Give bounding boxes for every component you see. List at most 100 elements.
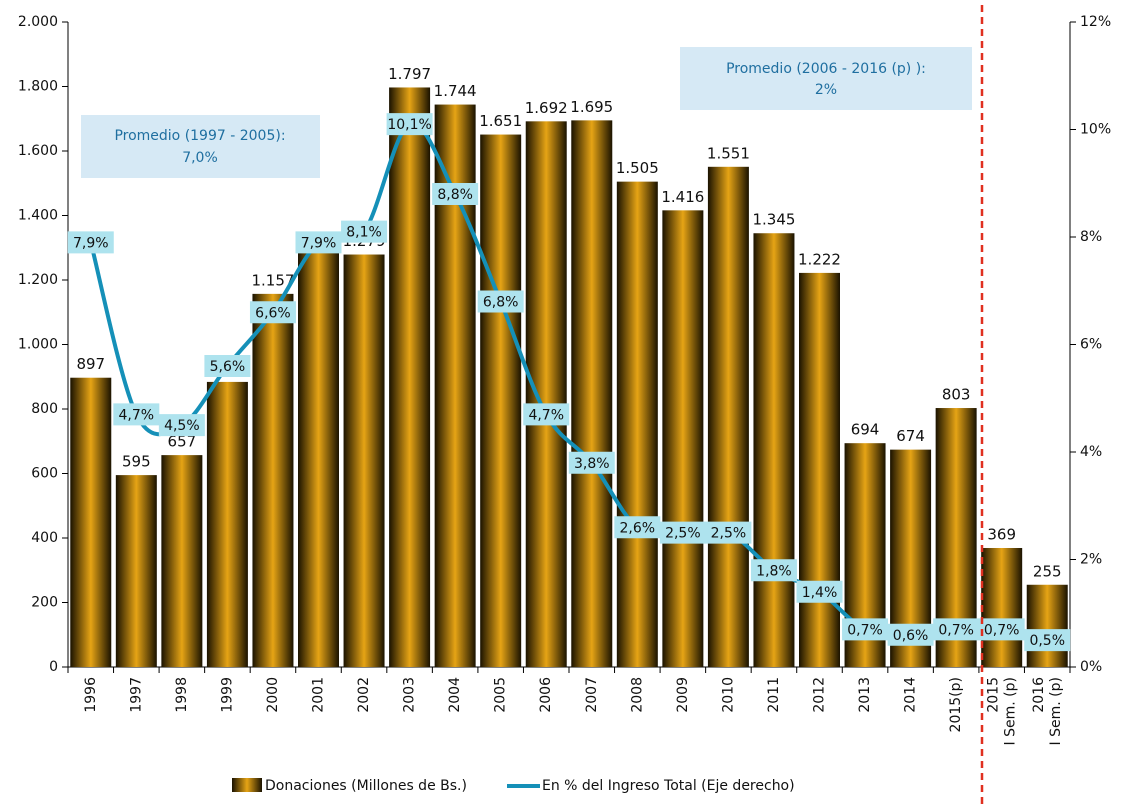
line-value-label: 4,7% [528, 407, 564, 423]
y-tick-label: 1.600 [18, 143, 58, 159]
bar [707, 166, 749, 668]
bar [799, 272, 840, 667]
line-label-box [432, 183, 479, 205]
bar [1026, 584, 1068, 667]
bar-value-label: 255 [1033, 562, 1062, 580]
line-value-label: 8,8% [437, 187, 473, 203]
bar-value-label: 897 [76, 355, 105, 373]
line-value-label: 8,1% [346, 225, 382, 241]
line-label-box [933, 618, 980, 641]
bar-value-label: 657 [168, 433, 197, 451]
y-tick-label: 800 [31, 401, 58, 417]
y-tick-label: 1.800 [18, 79, 58, 95]
line-label-box [386, 113, 433, 136]
line-label-box [750, 559, 797, 582]
line-value-label: 6,6% [255, 305, 291, 321]
x-tick-label: 2006 [538, 677, 554, 713]
line-value-label: 0,7% [938, 622, 974, 638]
x-tick-label: 2016I Sem. (p) [1031, 677, 1064, 746]
bar [343, 254, 385, 667]
x-tick-label: 2012 [812, 677, 828, 713]
line-value-label: 5,6% [210, 359, 246, 375]
line-value-label: 0,5% [1029, 633, 1065, 649]
bar [753, 233, 795, 668]
x-tick-label: 2005 [493, 677, 509, 713]
bar-value-label: 694 [851, 421, 880, 439]
y2-tick-label: 8% [1080, 229, 1102, 245]
bar-value-label: 1.744 [434, 82, 477, 100]
bar-value-label: 1.416 [661, 188, 704, 206]
line-value-label: 1,4% [802, 585, 838, 601]
y2-tick-label: 10% [1080, 122, 1111, 138]
x-tick-label: 2002 [356, 677, 372, 713]
y-tick-label: 600 [31, 466, 58, 482]
line-value-label: 3,8% [574, 456, 610, 472]
line-label-box [113, 403, 160, 426]
line-value-label: 7,9% [301, 235, 337, 251]
x-tick-label: 2003 [402, 677, 418, 713]
legend-label: En % del Ingreso Total (Eje derecho) [542, 778, 795, 794]
x-tick-label: 2000 [265, 677, 281, 713]
bar-value-label: 1.651 [479, 112, 522, 130]
legend-swatch [232, 778, 262, 792]
x-tick-label: 1998 [174, 677, 190, 713]
line-value-label: 2,6% [620, 520, 656, 536]
line-label-box [705, 521, 752, 544]
x-tick-label: 2009 [675, 677, 691, 713]
line-value-label: 0,7% [984, 622, 1020, 638]
y-tick-label: 400 [31, 530, 58, 546]
x-tick-label: 1997 [128, 677, 144, 713]
bar [480, 134, 522, 668]
bar [662, 210, 704, 667]
bar [525, 121, 567, 667]
line-label-box [614, 516, 661, 539]
annotation-box [81, 115, 320, 178]
bar [616, 181, 658, 667]
bar [206, 381, 248, 667]
y-tick-label: 1.200 [18, 272, 58, 288]
bar-value-label: 803 [942, 386, 971, 404]
line-label-box [1024, 629, 1071, 652]
line-value-label: 2,5% [711, 526, 747, 542]
bar [252, 293, 294, 667]
line-value-label: 4,5% [164, 418, 200, 434]
x-tick-label: 2013 [857, 677, 873, 713]
y2-tick-label: 4% [1080, 444, 1102, 460]
bar-value-label: 1.505 [616, 159, 659, 177]
bar-value-label: 595 [122, 453, 151, 471]
x-tick-label: 2010 [720, 677, 736, 713]
y-tick-label: 1.400 [18, 208, 58, 224]
bar [298, 251, 339, 667]
y2-tick-label: 6% [1080, 337, 1102, 353]
x-tick-label: 2015(p) [948, 677, 964, 732]
y2-tick-label: 12% [1080, 14, 1111, 30]
x-tick-label: 2015I Sem. (p) [986, 677, 1019, 745]
x-tick-label: 2014 [903, 677, 919, 713]
bar-value-label: 1.551 [707, 144, 750, 162]
line-value-label: 6,8% [483, 295, 519, 311]
y2-tick-label: 0% [1080, 659, 1102, 675]
line-label-box [158, 414, 205, 437]
bar-value-label: 1.695 [570, 98, 613, 116]
y2-tick-label: 2% [1080, 552, 1102, 568]
annotation-label: Promedio (1997 - 2005): [114, 128, 285, 144]
annotation-value: 2% [815, 82, 837, 98]
bar [70, 377, 112, 667]
y-tick-label: 0 [49, 659, 58, 675]
bar-value-label: 1.222 [798, 250, 841, 268]
y-tick-label: 2.000 [18, 14, 58, 30]
annotation-box [680, 47, 972, 110]
line-label-box [978, 618, 1025, 641]
line-label-box [523, 403, 570, 426]
bar-value-label: 1.692 [525, 99, 568, 117]
annotation-value: 7,0% [182, 150, 218, 166]
bar [389, 87, 431, 667]
line-label-box [341, 220, 388, 243]
x-tick-label: 2004 [447, 677, 463, 713]
line-label-box [295, 231, 342, 254]
line-label-box [67, 231, 114, 254]
bar-value-label: 1.157 [251, 271, 294, 289]
line-value-label: 7,9% [73, 235, 109, 251]
y-tick-label: 200 [31, 595, 58, 611]
